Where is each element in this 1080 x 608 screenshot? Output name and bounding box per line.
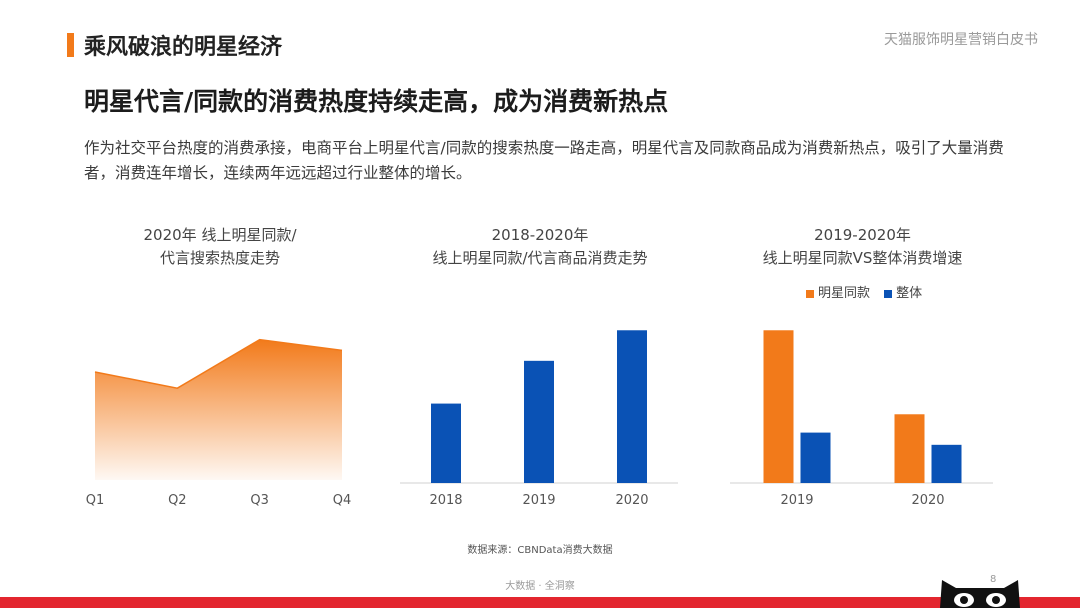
- chart1-x-tick-Q1: Q1: [86, 493, 105, 508]
- chart2-x-tick-2018: 2018: [429, 493, 462, 508]
- legend-swatch-overall: [884, 289, 893, 298]
- chart2-x-tick-2020: 2020: [615, 493, 648, 508]
- section-accent-bar: [67, 33, 74, 57]
- chart3-bar-2019-series-1: [800, 432, 831, 483]
- chart1-area: [95, 339, 342, 480]
- chart1-area-chart: Q1 Q2 Q3 Q4: [86, 338, 352, 508]
- chart3-bar-2019-series-0: [763, 330, 794, 483]
- bottom-red-band: [0, 597, 1080, 608]
- chart2-title-line2: 线上明星同款/代言商品消费走势: [432, 249, 648, 267]
- chart2-bar-2020: [617, 330, 647, 483]
- page-number: 8: [990, 574, 997, 585]
- chart2-bar-chart: 2018 2019 2020: [400, 330, 678, 508]
- chart1-x-tick-Q2: Q2: [168, 493, 187, 508]
- headline: 明星代言/同款的消费热度持续走高，成为消费新热点: [84, 87, 669, 116]
- chart3-x-tick-2019: 2019: [780, 493, 813, 508]
- chart2-bar-2018: [431, 403, 461, 483]
- data-source: 数据来源：CBNData消费大数据: [467, 545, 613, 556]
- chart1-x-tick-Q4: Q4: [333, 493, 352, 508]
- legend-label-overall: 整体: [896, 286, 923, 301]
- report-name: 天猫服饰明星营销白皮书: [884, 32, 1038, 48]
- chart2-title-line1: 2018-2020年: [491, 226, 589, 244]
- chart2-title: 2018-2020年 线上明星同款/代言商品消费走势: [400, 224, 680, 270]
- chart3-x-tick-2020: 2020: [911, 493, 944, 508]
- chart3-bar-2020-series-1: [931, 444, 962, 483]
- chart1-title: 2020年 线上明星同款/ 代言搜索热度走势: [90, 224, 350, 270]
- tmall-cat-logo: [940, 580, 1020, 608]
- chart1-title-line2: 代言搜索热度走势: [159, 249, 280, 267]
- chart3-legend: 明星同款 整体: [806, 282, 932, 301]
- legend-swatch-star: [806, 289, 814, 298]
- chart1-title-line1: 2020年 线上明星同款/: [143, 226, 297, 244]
- chart1-series-line: [94, 338, 343, 389]
- chart3-title-line1: 2019-2020年: [814, 226, 911, 244]
- chart2-bar-2019: [524, 360, 554, 483]
- legend-label-star: 明星同款: [818, 286, 871, 301]
- legend-item-star: 明星同款: [806, 286, 870, 301]
- chart3-bar-2020-series-0: [894, 414, 925, 483]
- section-title: 乘风破浪的明星经济: [84, 35, 283, 60]
- chart3-title-line2: 线上明星同款VS整体消费增速: [762, 249, 963, 267]
- chart3-grouped-bar-chart: 2019 2020: [730, 330, 993, 508]
- footer-text: 大数据 · 全洞察: [505, 581, 575, 592]
- chart1-x-tick-Q3: Q3: [250, 493, 269, 508]
- chart2-x-tick-2019: 2019: [522, 493, 555, 508]
- intro-paragraph: 作为社交平台热度的消费承接，电商平台上明星代言/同款的搜索热度一路走高，明星代言…: [84, 139, 1004, 182]
- chart3-title: 2019-2020年 线上明星同款VS整体消费增速: [730, 224, 995, 270]
- legend-item-overall: 整体: [884, 286, 922, 301]
